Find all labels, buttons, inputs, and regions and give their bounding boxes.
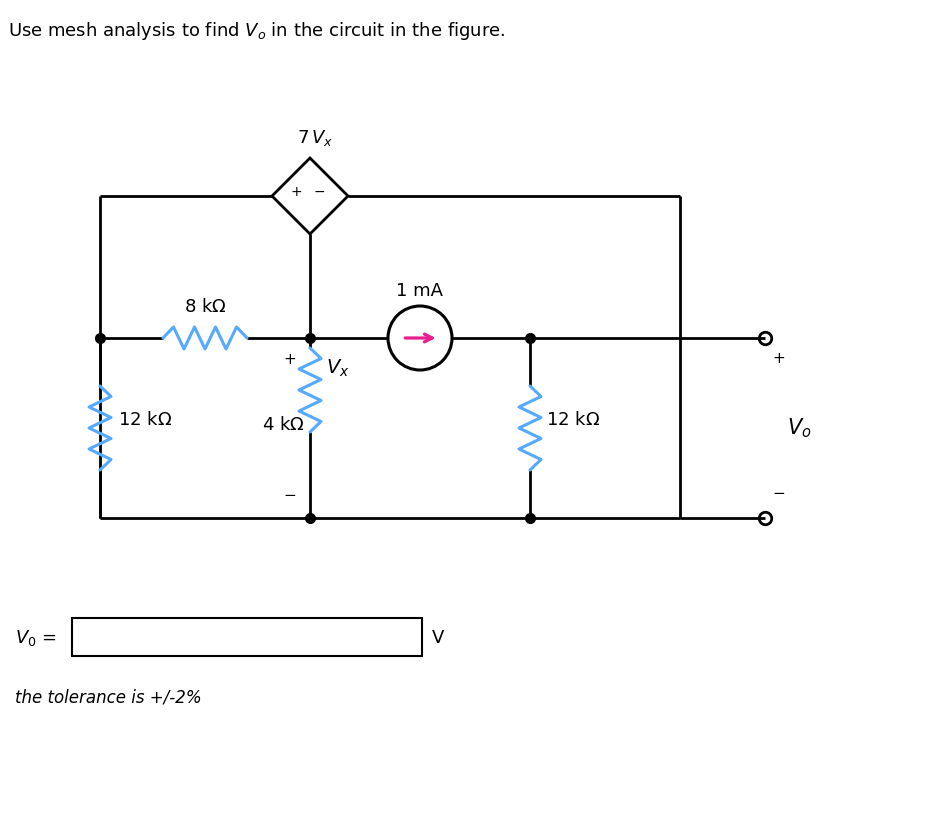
Text: 12 k$\Omega$: 12 k$\Omega$ [118,411,172,429]
Text: $V_0$ =: $V_0$ = [15,628,57,648]
Text: −: − [313,185,325,199]
Text: +: + [283,353,296,367]
Text: +: + [773,350,786,366]
Text: Use mesh analysis to find $V_o$ in the circuit in the figure.: Use mesh analysis to find $V_o$ in the c… [8,20,505,42]
Text: 12 k$\Omega$: 12 k$\Omega$ [546,411,600,429]
Text: the tolerance is +/-2%: the tolerance is +/-2% [15,689,201,707]
Text: 1 mA: 1 mA [396,282,444,300]
Text: V: V [432,629,445,647]
Text: +: + [290,185,302,199]
Text: $7\,V_x$: $7\,V_x$ [297,128,333,148]
Text: $V_x$: $V_x$ [326,357,350,379]
Text: −: − [283,488,296,504]
Text: −: − [773,487,786,501]
Text: 4 k$\Omega$: 4 k$\Omega$ [262,416,305,434]
Text: 8 k$\Omega$: 8 k$\Omega$ [184,298,226,316]
Text: $V_o$: $V_o$ [787,416,812,440]
